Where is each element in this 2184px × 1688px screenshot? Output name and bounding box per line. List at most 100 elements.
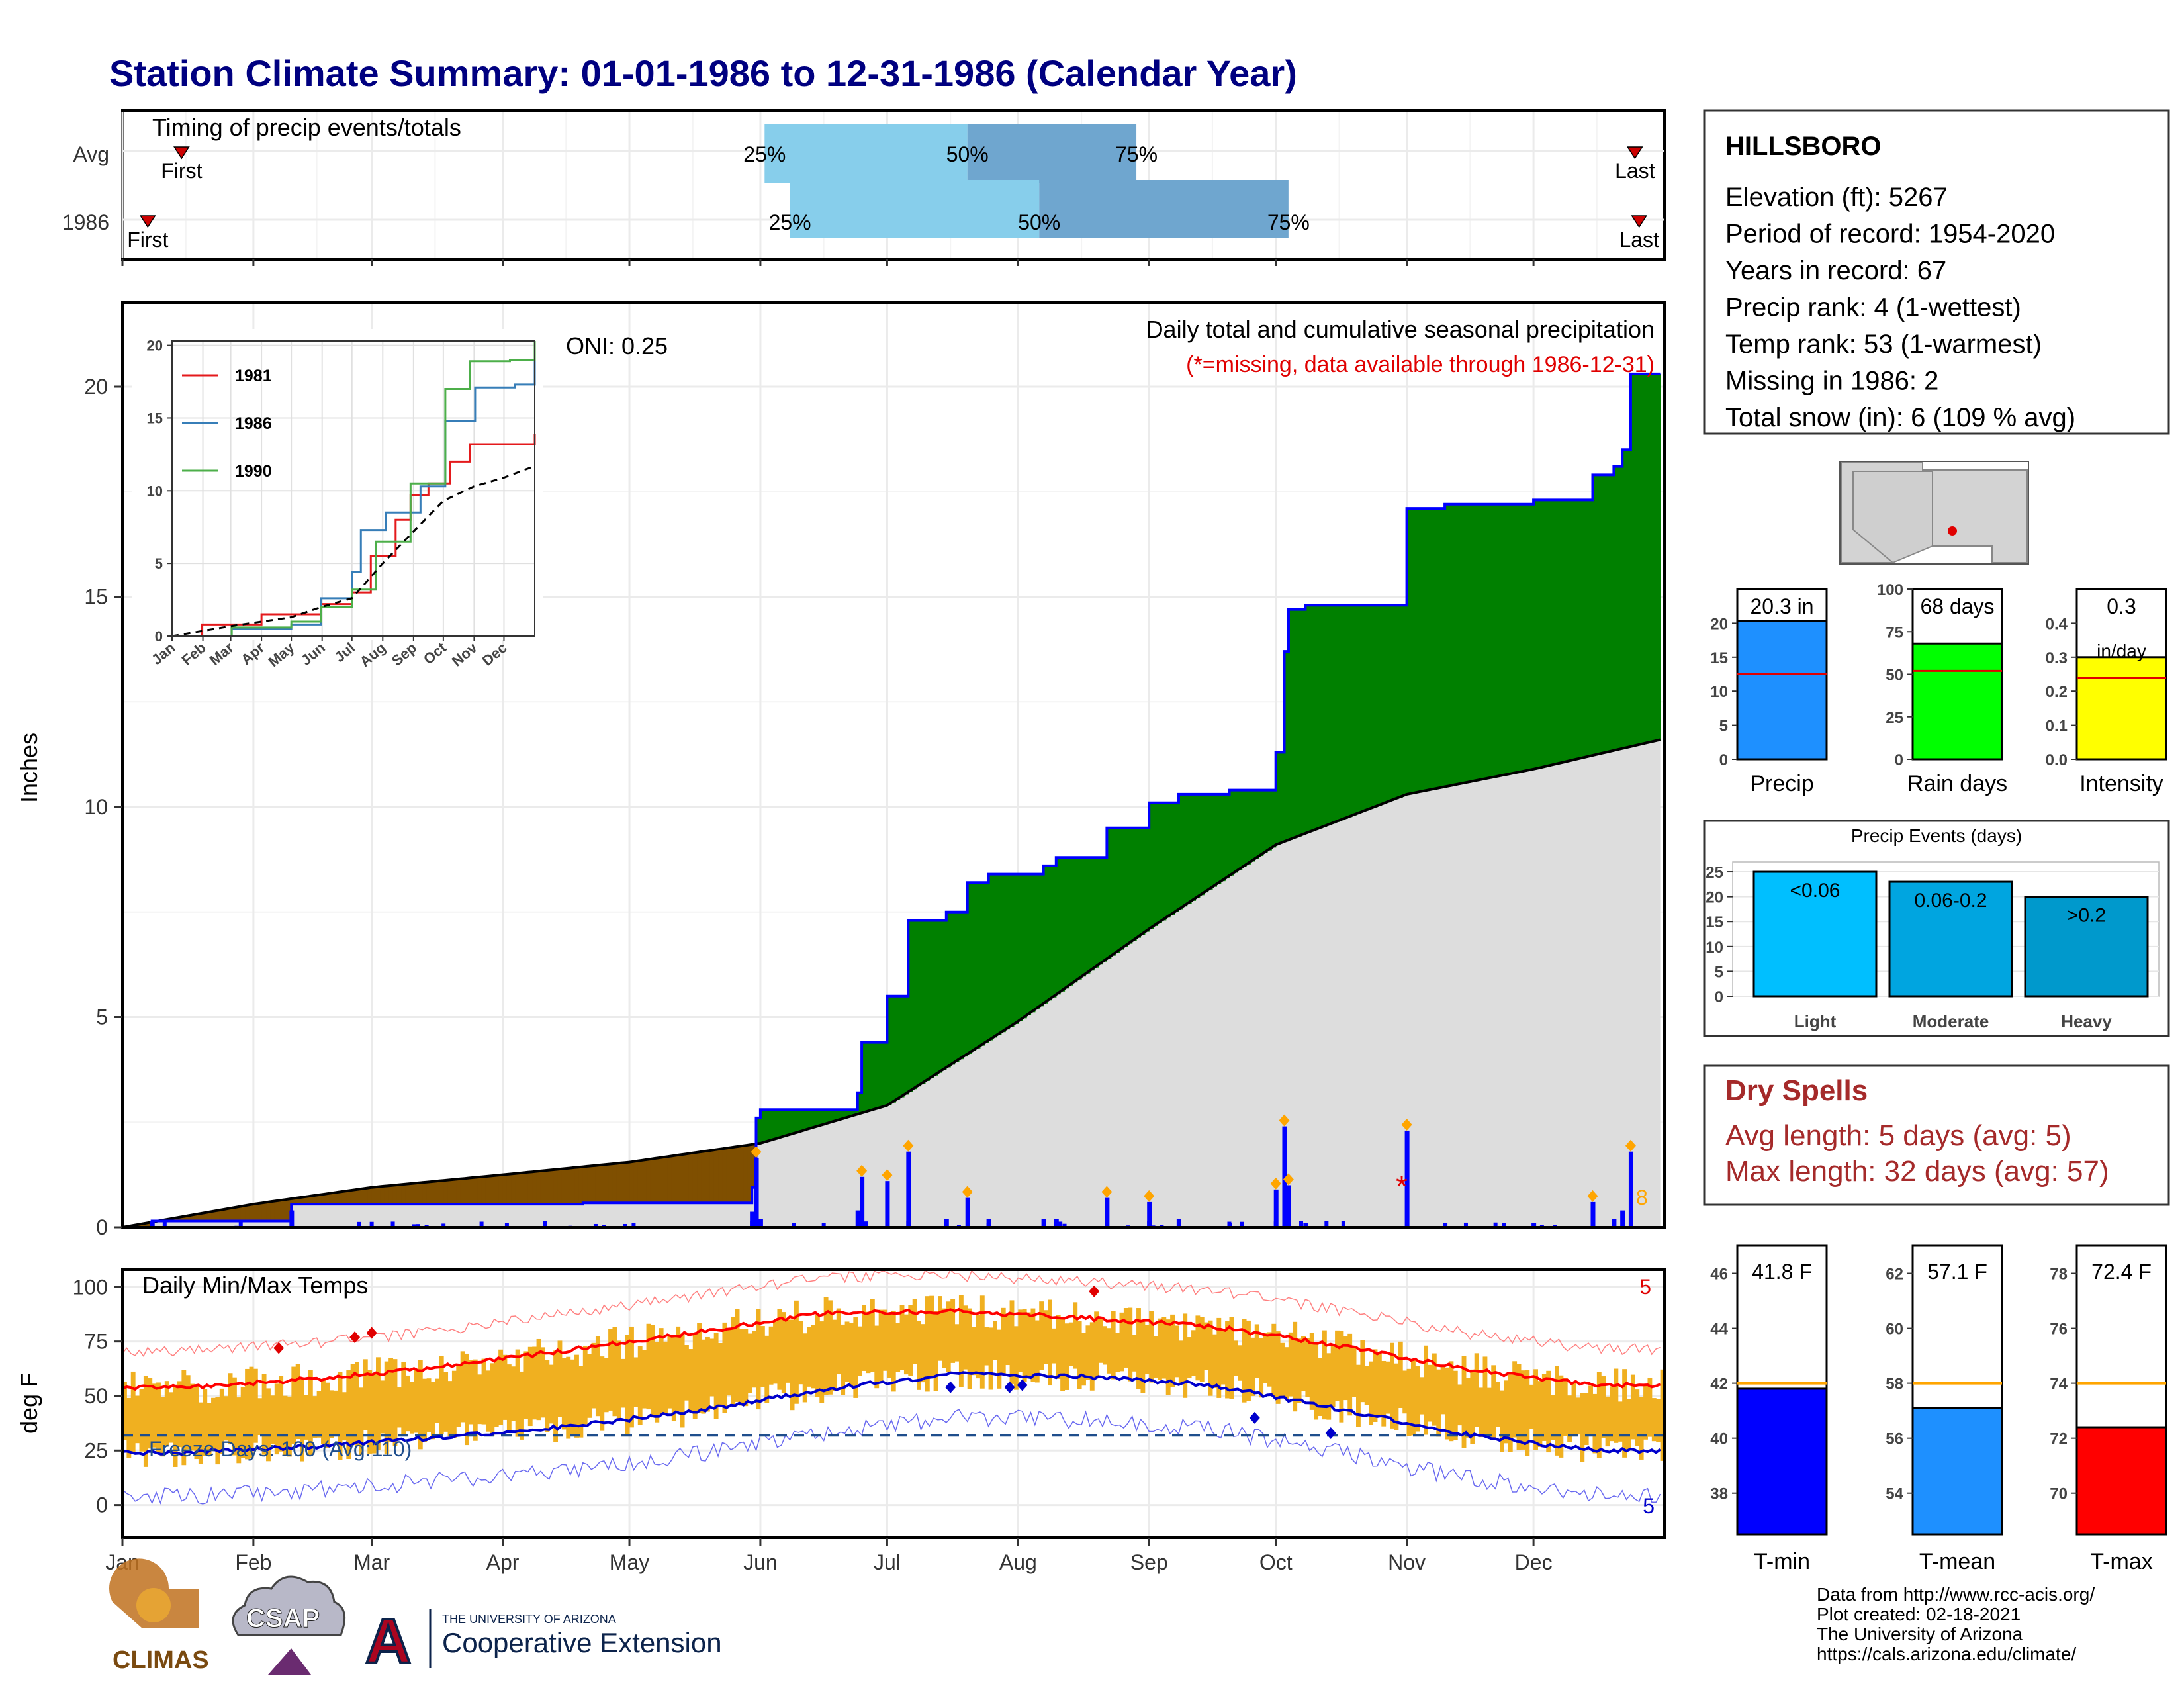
temp-daily-bar [228,1373,233,1445]
precip-above-normal-area [988,874,993,1041]
temp-daily-bar [1592,1393,1598,1454]
temp-record-min-line [122,1408,1661,1505]
temp-daily-bar [954,1324,960,1362]
precip-above-normal-area [946,912,951,1068]
precip-above-normal-area [1541,500,1547,767]
temp-daily-bar [232,1377,237,1456]
precip-above-normal-area [1220,794,1226,882]
precip-below-normal-area [355,1190,360,1205]
precip-heavy-day-marker [1283,1173,1294,1186]
precip-below-normal-area [371,1187,377,1205]
precip-above-normal-area [1077,857,1082,980]
precip-daily-bar [1493,1222,1498,1227]
temp-daily-bar [557,1340,563,1417]
precip-above-normal-area [921,920,926,1084]
precip-above-normal-area [1005,874,1011,1030]
precip-below-normal-area [520,1173,525,1205]
precip-below-normal-area [536,1171,541,1205]
events-bar-value: 0.06-0.2 [1914,890,1987,912]
precip-above-normal-area [811,1109,816,1129]
temp-daily-bar [185,1375,191,1450]
temp-daily-bar [1500,1390,1504,1452]
precip-above-normal-area [976,882,981,1049]
precip-above-normal-area [1550,500,1555,765]
temp-daily-bar [1465,1378,1471,1438]
temp-daily-bar [874,1325,880,1389]
temp-daily-bar [1567,1395,1572,1442]
precip-daily-bar [860,1176,865,1227]
temp-daily-bar [1394,1363,1399,1430]
temp-daily-bar [1436,1369,1441,1437]
temp-daily-bar [371,1373,377,1454]
mini-bar-label: Precip [1750,771,1813,796]
precip-above-normal-area [1178,794,1183,910]
temp-daily-bar [828,1300,833,1395]
temp-daily-bar [1520,1370,1525,1450]
temp-daily-bar [883,1309,887,1371]
temp-daily-bar [1288,1332,1293,1397]
temp-daily-bar [520,1371,524,1440]
precip-above-normal-area [1242,790,1247,868]
precip-below-normal-area [443,1180,449,1205]
temp-daily-bar [414,1368,419,1433]
precip-below-normal-area [621,1162,626,1203]
timing-last-label-year: Last [1619,228,1659,252]
precip-above-normal-area [1512,504,1518,774]
precip-below-normal-area [219,1210,224,1221]
temp-daily-bar [938,1296,942,1361]
precip-above-normal-area [832,1109,837,1122]
temp-daily-bar [946,1301,951,1372]
precip-daily-bar [1041,1219,1046,1227]
timing-bar-year-q1 [790,180,1040,238]
precip-below-normal-area [388,1186,394,1205]
temp-daily-bar [777,1309,782,1390]
events-bar-value: >0.2 [2067,905,2106,927]
precip-below-normal-area [523,1172,529,1205]
temp-daily-bar [866,1311,871,1374]
temp-daily-bar [418,1360,423,1450]
precip-above-normal-area [823,1109,829,1125]
precip-above-normal-area [1119,827,1124,950]
precip-above-normal-area [1571,500,1576,761]
precip-above-normal-area [1381,605,1387,804]
precip-panel-frame [121,301,1666,1229]
temp-daily-bar [1089,1322,1095,1391]
temp-daily-bar [308,1370,313,1456]
month-label: Jul [874,1550,901,1574]
precip-daily-bar [238,1222,243,1227]
precip-above-normal-area [1157,802,1162,923]
temp-daily-bar [1656,1399,1661,1443]
precip-below-normal-area [477,1177,482,1205]
temp-daily-bar [925,1296,930,1392]
temp-daily-bar [921,1324,926,1383]
temp-record-high-marker [1089,1285,1100,1297]
precip-below-normal-area [240,1206,246,1221]
temp-daily-bar [1225,1321,1230,1399]
temp-bar-tick-label: 42 [1710,1376,1728,1393]
mini-bar-tick-label: 50 [1886,667,1903,684]
temp-daily-bar [1039,1301,1044,1370]
precip-heavy-day-marker [1144,1190,1155,1202]
precip-above-normal-area [1136,827,1142,938]
precip-heavy-day-marker [856,1164,868,1177]
temp-daily-bar [334,1390,339,1435]
temp-daily-bar [1119,1312,1124,1372]
temp-daily-bar [270,1395,275,1444]
timing-bar-avg-q1 [764,124,968,183]
precip-ylabel: Inches [15,733,42,803]
precip-ytick-label: 5 [96,1006,108,1029]
temp-daily-bar [1356,1364,1361,1427]
station-info-box: HILLSBORO Elevation (ft): 5267 Period of … [1703,109,2170,435]
temp-daily-bar [756,1309,761,1410]
temp-daily-bar [1541,1374,1547,1441]
map-mexico-edge [1892,545,1993,563]
precip-below-normal-area [295,1198,300,1205]
temp-daily-bar [815,1315,820,1397]
temp-daily-bar [1512,1361,1518,1438]
precip-below-normal-area [185,1216,191,1221]
temp-daily-bar [1537,1381,1543,1447]
precip-daily-bar [1341,1221,1345,1227]
events-ytick-label: 20 [1706,889,1723,907]
precip-above-normal-area [1592,475,1598,756]
